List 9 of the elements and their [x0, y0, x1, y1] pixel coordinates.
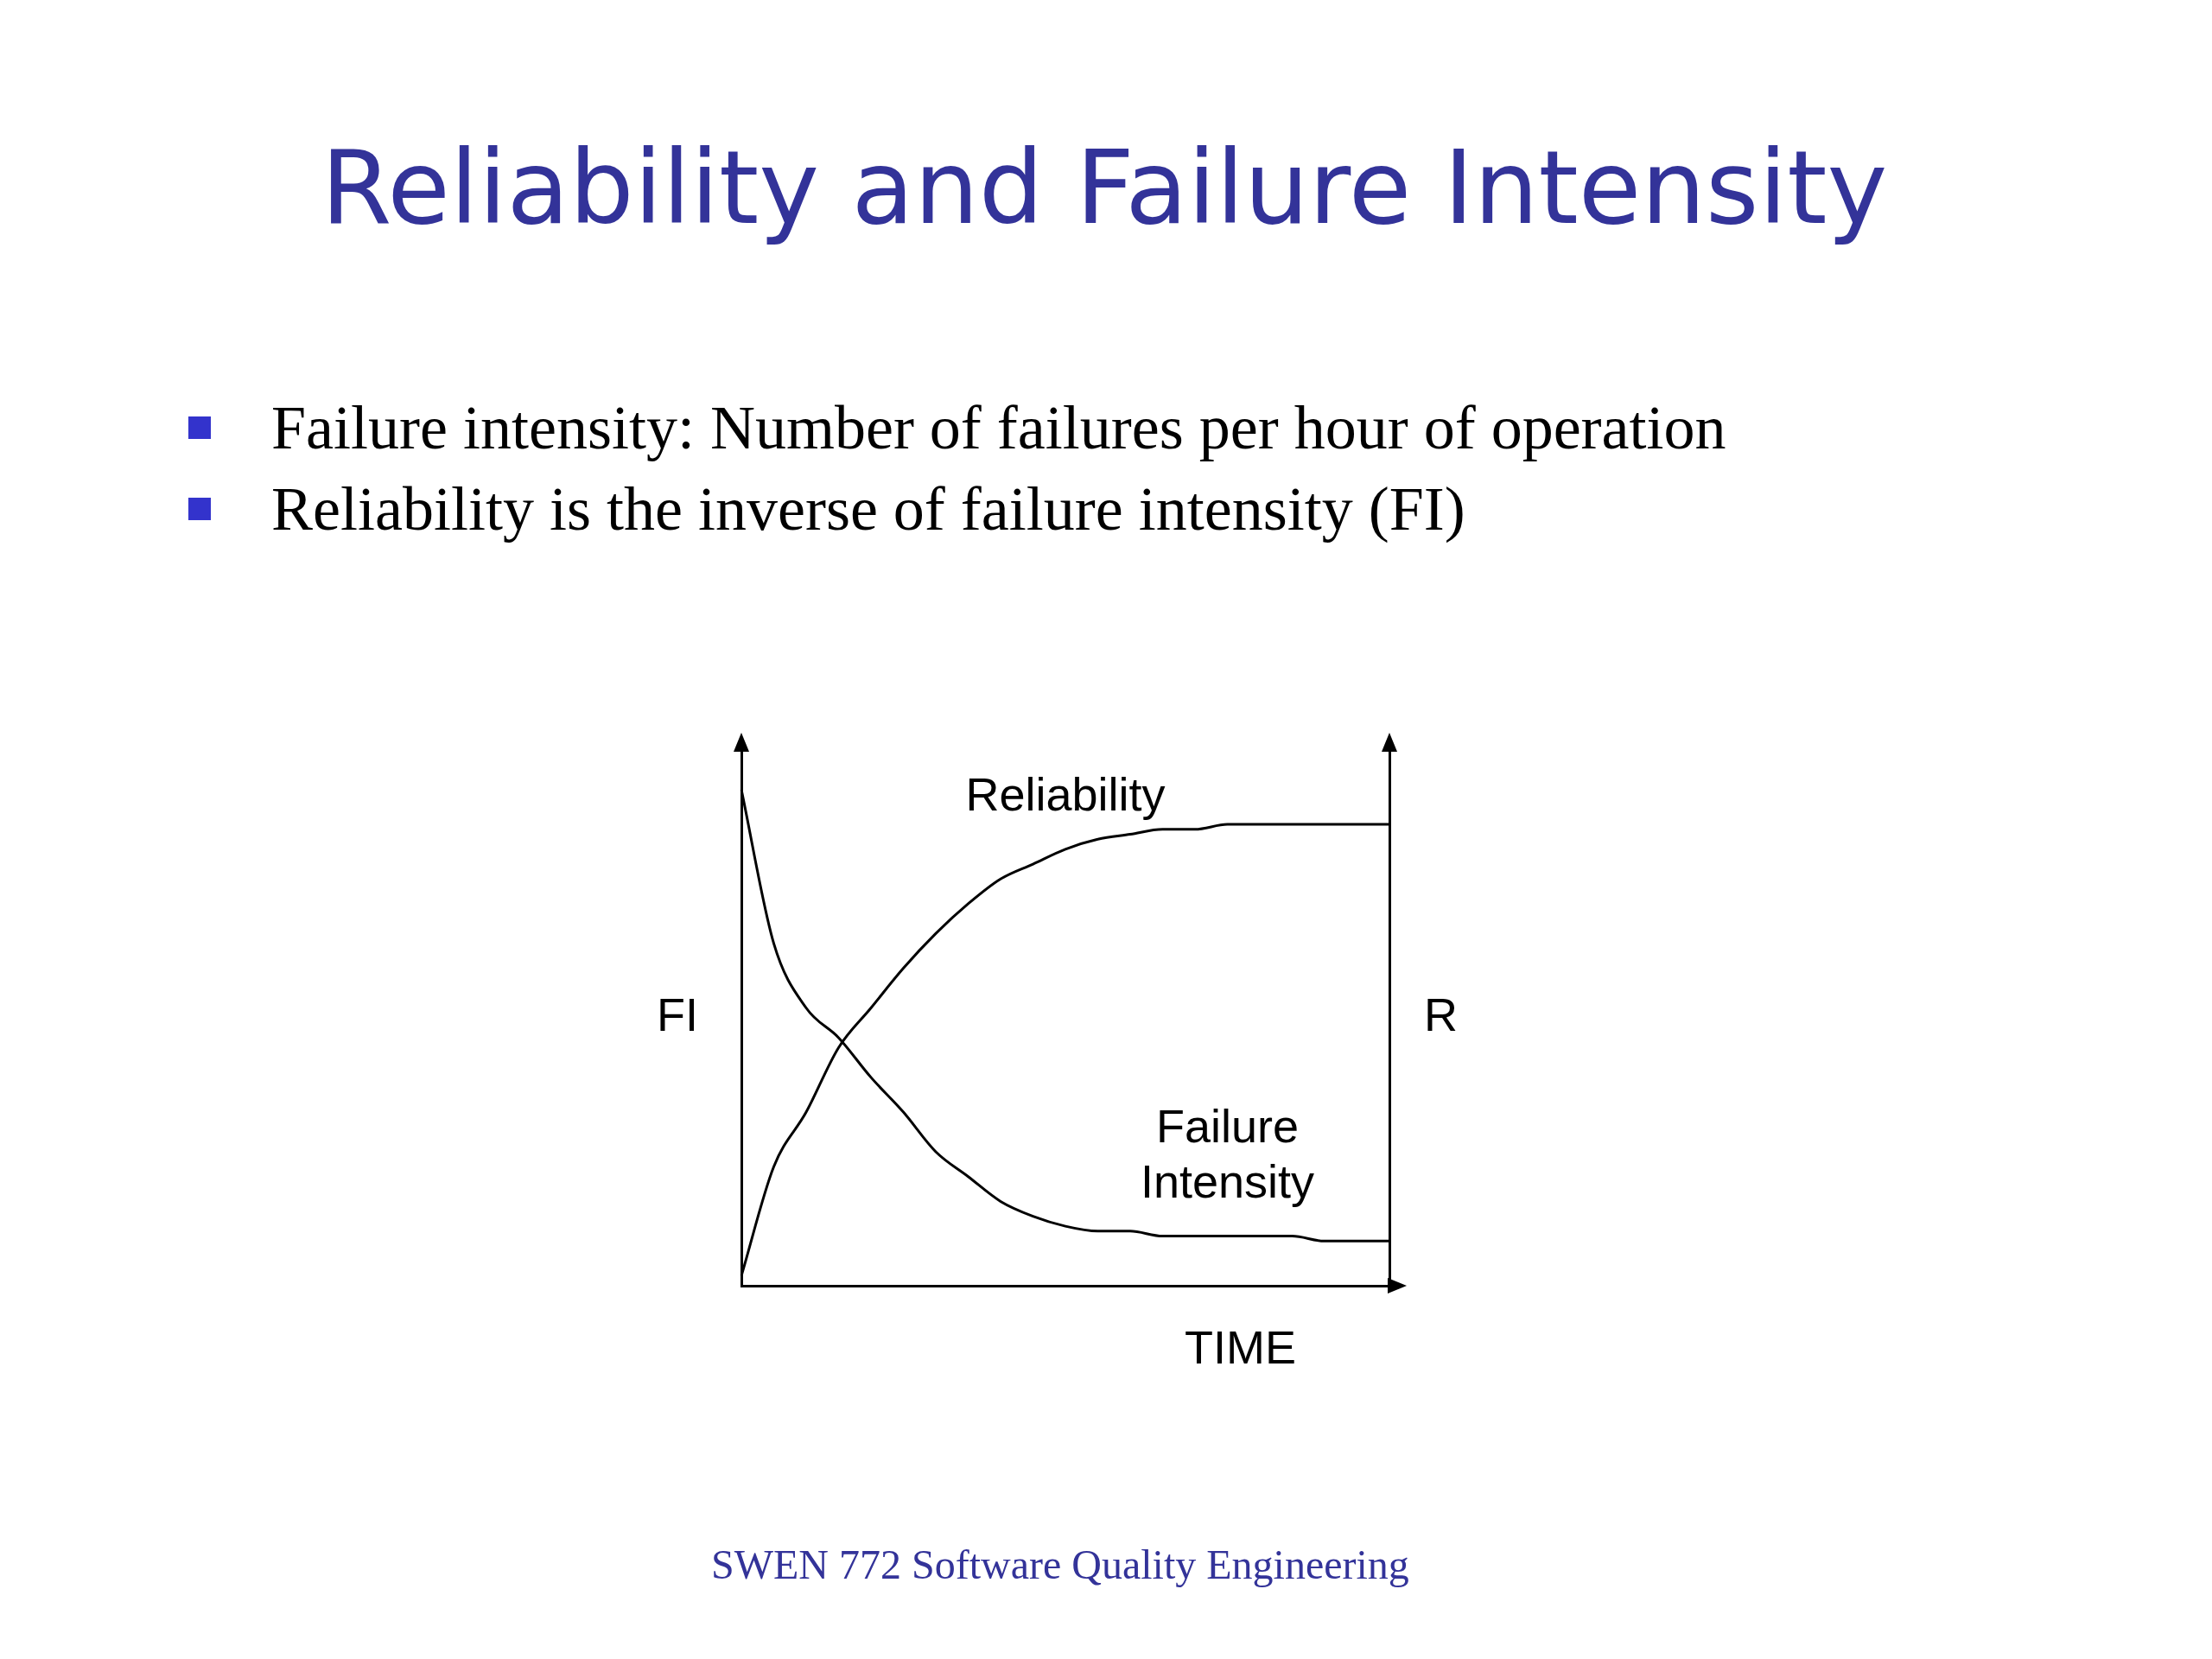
series-label: Reliability [965, 767, 1166, 820]
x-axis-title: TIME [1185, 1320, 1296, 1373]
text: Failure intensity: Number of failures per hour of operation [271, 391, 1726, 464]
y2-axis-title: R [1424, 988, 1458, 1040]
text: Reliability is the inverse of failure intensity (FI) [271, 473, 1465, 545]
series-label: Failure Intensity [1140, 1099, 1315, 1207]
chart-title: Reliability and Failure Intensity [320, 128, 1889, 247]
y-axis-title: FI [657, 988, 698, 1040]
text: SWEN 772 Software Quality Engineering [711, 1541, 1409, 1588]
